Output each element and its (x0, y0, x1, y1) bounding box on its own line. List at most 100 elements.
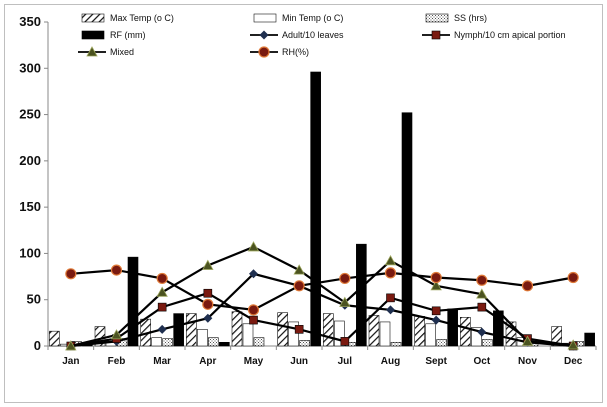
data-point (157, 324, 167, 334)
bar (127, 256, 139, 347)
bar (288, 321, 299, 347)
y-tick-label: 250 (19, 107, 41, 122)
bar (323, 313, 334, 347)
data-point (65, 268, 77, 280)
bar (231, 311, 243, 347)
legend-label: Mixed (110, 47, 134, 57)
y-tick-label: 350 (19, 14, 41, 29)
y-tick-label: 0 (34, 338, 41, 353)
legend-label: Nymph/10 cm apical portion (454, 30, 566, 40)
data-point (384, 267, 397, 279)
x-tick-label: Sept (425, 356, 447, 367)
line-series (65, 241, 579, 351)
legend-marker (258, 46, 270, 58)
legend-label: SS (hrs) (454, 13, 487, 23)
bar (368, 315, 380, 347)
bar (471, 327, 482, 347)
legend-label: RF (mm) (110, 30, 146, 40)
data-point (249, 315, 258, 325)
series-line (70, 272, 574, 348)
data-point (110, 264, 123, 276)
data-point (386, 305, 395, 315)
bar (482, 339, 493, 347)
y-tick-label: 200 (19, 153, 41, 168)
chart-frame (4, 4, 603, 403)
bar (186, 313, 197, 347)
data-point (249, 269, 258, 279)
x-tick-label: Nov (518, 356, 537, 367)
data-point (293, 280, 305, 292)
bar (253, 337, 265, 347)
x-tick-label: Aug (381, 356, 400, 367)
legend-marker (431, 30, 441, 40)
data-point (202, 259, 214, 270)
data-point (567, 271, 579, 284)
bar-series (49, 71, 595, 347)
series-line (70, 292, 574, 348)
data-point (477, 302, 487, 312)
data-point (65, 340, 77, 351)
legend-swatch (81, 30, 105, 40)
x-tick-label: Feb (108, 356, 126, 367)
bar (310, 71, 321, 347)
data-point (156, 272, 168, 285)
legend-label: Min Temp (o C) (282, 13, 343, 23)
data-point (247, 241, 260, 252)
data-point (203, 313, 213, 323)
legend-swatch (81, 13, 105, 23)
line-series-group (65, 241, 579, 351)
data-point (521, 335, 534, 346)
axes: 0 50 100 150 200 250 300 350 Jan Feb Mar Apr May Jun J… (19, 14, 597, 367)
bar (208, 337, 219, 347)
x-tick-label: Jun (290, 356, 308, 367)
data-point (294, 325, 304, 334)
legend-swatch (425, 13, 449, 23)
line-series-group (65, 264, 579, 316)
data-point (203, 288, 213, 298)
data-point (567, 339, 579, 350)
bar (277, 312, 288, 347)
data-point (202, 298, 214, 310)
legend-label: Adult/10 leaves (282, 30, 344, 40)
data-point (477, 327, 487, 337)
bar (94, 326, 106, 347)
bar (162, 338, 173, 347)
data-point (384, 255, 397, 266)
bar (447, 308, 458, 347)
bar (505, 321, 517, 347)
bar (356, 243, 367, 347)
bar (197, 329, 208, 347)
legend-marker (86, 46, 98, 57)
bar (151, 337, 162, 347)
data-point (431, 306, 441, 316)
bar (299, 340, 310, 347)
bar (425, 323, 436, 347)
x-tick-label: Jan (62, 356, 79, 367)
data-point (476, 274, 488, 286)
data-point (430, 271, 442, 284)
x-tick-label: Apr (199, 356, 216, 367)
bar (49, 330, 60, 347)
bar (219, 341, 230, 347)
legend-label: RH(%) (282, 47, 309, 57)
line-series-group (66, 288, 578, 351)
data-point (247, 304, 260, 316)
bar (414, 316, 425, 347)
data-point (476, 288, 488, 299)
data-point (431, 315, 441, 325)
legend-label: Max Temp (o C) (110, 13, 174, 23)
data-point (521, 280, 534, 292)
series-line (70, 268, 574, 312)
bar (584, 332, 595, 347)
bar (379, 321, 391, 347)
y-tick-label: 150 (19, 199, 41, 214)
y-tick-label: 300 (19, 60, 41, 75)
y-tick-label: 50 (27, 292, 41, 307)
legend: Max Temp (o C) Min Temp (o C) SS (hrs) RF (… (78, 13, 566, 58)
x-tick-label: May (244, 356, 264, 367)
data-point (386, 293, 395, 303)
bar (460, 317, 471, 347)
bar (334, 320, 345, 347)
data-point (339, 296, 351, 307)
